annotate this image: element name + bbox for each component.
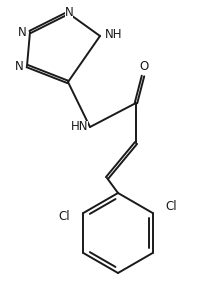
Text: O: O [139, 60, 149, 73]
Text: HN: HN [71, 121, 88, 133]
Text: Cl: Cl [59, 210, 70, 223]
Text: N: N [65, 6, 73, 19]
Text: NH: NH [105, 28, 123, 42]
Text: N: N [15, 60, 24, 72]
Text: N: N [18, 26, 27, 38]
Text: Cl: Cl [166, 201, 177, 214]
